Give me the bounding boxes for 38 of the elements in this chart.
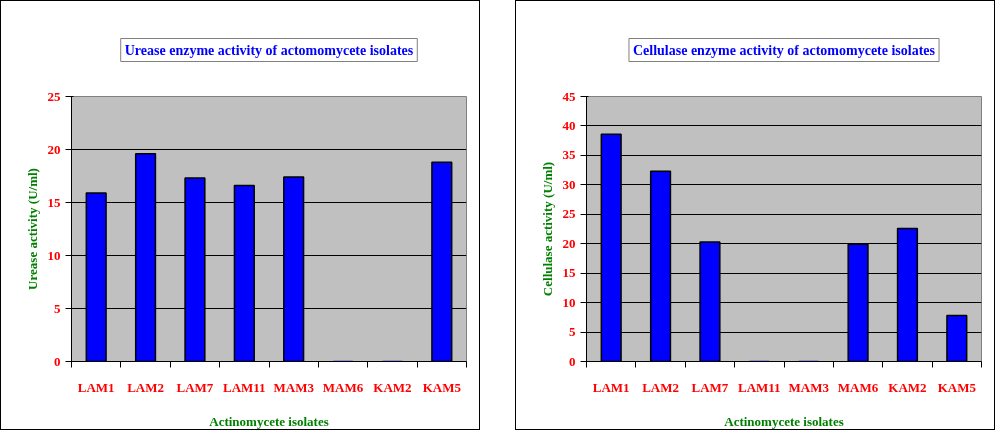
x-tick-label: KAM2 (888, 379, 927, 395)
y-tick-label: 45 (562, 88, 576, 104)
x-tick-label: MAM3 (273, 379, 315, 395)
y-tick-label: 35 (562, 147, 576, 163)
y-tick-label: 40 (562, 117, 576, 133)
y-tick-label: 10 (562, 294, 576, 310)
y-tick-label: 15 (562, 265, 576, 281)
y-tick-label: 20 (47, 141, 61, 157)
y-tick-label: 5 (54, 300, 61, 316)
y-tick-label: 25 (562, 206, 576, 222)
x-tick-label: LAM7 (691, 379, 729, 395)
x-tick-label: LAM1 (77, 379, 115, 395)
y-tick-label: 25 (47, 88, 61, 104)
x-tick-label: LAM11 (738, 379, 781, 395)
x-tick-label: MAM6 (837, 379, 879, 395)
y-tick-label: 15 (47, 194, 61, 210)
x-tick-label: KAM5 (422, 379, 462, 395)
chart-title: Urease enzyme activity of actomomycete isolates (124, 42, 414, 58)
x-tick-label: MAM3 (788, 379, 830, 395)
chart-title: Cellulase enzyme activity of actomomycete isolates (632, 42, 936, 58)
x-axis-title: Actinomycete isolates (724, 413, 844, 429)
x-tick-label: LAM2 (642, 379, 679, 395)
x-tick-label: MAM6 (322, 379, 364, 395)
y-tick-label: 30 (562, 176, 576, 192)
y-tick-label: 5 (569, 324, 576, 340)
y-tick-label: 0 (54, 353, 61, 369)
x-axis-title: Actinomycete isolates (209, 413, 329, 429)
x-tick-label: KAM5 (937, 379, 977, 395)
x-tick-label: LAM7 (176, 379, 214, 395)
y-tick-label: 10 (47, 247, 61, 263)
x-tick-label: KAM2 (373, 379, 412, 395)
y-axis-title: Cellulase activity (U/ml) (539, 161, 555, 297)
y-tick-label: 0 (569, 353, 576, 369)
x-tick-label: LAM1 (592, 379, 630, 395)
x-tick-label: LAM11 (223, 379, 266, 395)
y-axis-title: Urease activity (U/ml) (24, 168, 40, 290)
x-tick-label: LAM2 (127, 379, 164, 395)
y-tick-label: 20 (562, 235, 576, 251)
